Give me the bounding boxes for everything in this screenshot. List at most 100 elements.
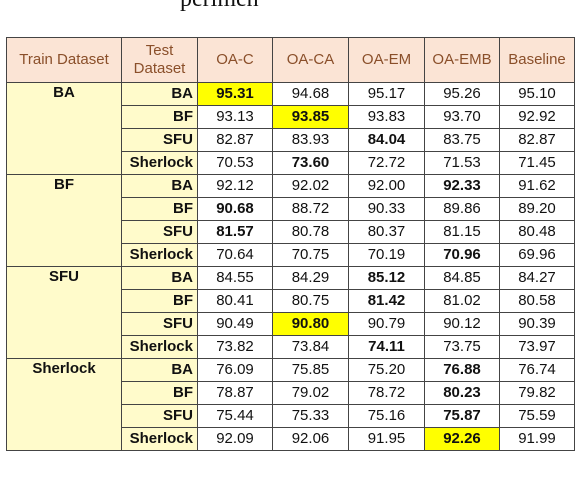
value-cell: 83.93: [272, 128, 349, 152]
value-cell: 93.70: [424, 105, 500, 129]
value-cell: 90.39: [499, 312, 575, 336]
value-cell: 71.45: [499, 151, 575, 175]
test-dataset-cell: BA: [121, 82, 198, 106]
value-cell: 92.09: [197, 427, 273, 451]
value-cell: 90.33: [348, 197, 425, 221]
value-cell: 93.85: [272, 105, 349, 129]
value-cell: 89.20: [499, 197, 575, 221]
results-table: Train Dataset Test Dataset OA-C OA-CA OA…: [6, 37, 575, 451]
test-dataset-cell: Sherlock: [121, 243, 198, 267]
caption-text: perimen: [180, 0, 259, 13]
header-train-dataset: Train Dataset: [6, 37, 122, 83]
value-cell: 84.85: [424, 266, 500, 290]
train-dataset-cell: BA: [6, 82, 122, 175]
value-cell: 81.15: [424, 220, 500, 244]
value-cell: 75.33: [272, 404, 349, 428]
value-cell: 93.13: [197, 105, 273, 129]
value-cell: 70.64: [197, 243, 273, 267]
value-cell: 90.79: [348, 312, 425, 336]
test-dataset-cell: BA: [121, 358, 198, 382]
value-cell: 80.48: [499, 220, 575, 244]
table-row: SFU 81.57 80.78 80.37 81.15 80.48: [7, 220, 575, 244]
header-oa-ca: OA-CA: [272, 37, 349, 83]
value-cell: 72.72: [348, 151, 425, 175]
value-cell: 76.74: [499, 358, 575, 382]
value-cell: 78.72: [348, 381, 425, 405]
train-dataset-cell: Sherlock: [6, 358, 122, 451]
table-row: BF 93.13 93.85 93.83 93.70 92.92: [7, 105, 575, 129]
value-cell: 80.37: [348, 220, 425, 244]
value-cell: 95.26: [424, 82, 500, 106]
value-cell: 92.92: [499, 105, 575, 129]
value-cell: 92.26: [424, 427, 500, 451]
header-oa-em: OA-EM: [348, 37, 425, 83]
header-test-dataset-text: Test Dataset: [133, 42, 186, 77]
value-cell: 75.16: [348, 404, 425, 428]
header-test-dataset: Test Dataset: [121, 37, 198, 83]
value-cell: 76.09: [197, 358, 273, 382]
value-cell: 82.87: [197, 128, 273, 152]
value-cell: 83.75: [424, 128, 500, 152]
value-cell: 80.23: [424, 381, 500, 405]
test-dataset-cell: SFU: [121, 404, 198, 428]
test-dataset-cell: Sherlock: [121, 427, 198, 451]
test-dataset-cell: BF: [121, 105, 198, 129]
table-row: Sherlock 92.09 92.06 91.95 92.26 91.99: [7, 427, 575, 451]
train-dataset-cell: SFU: [6, 266, 122, 359]
test-dataset-cell: BF: [121, 197, 198, 221]
value-cell: 70.19: [348, 243, 425, 267]
value-cell: 90.49: [197, 312, 273, 336]
value-cell: 95.31: [197, 82, 273, 106]
value-cell: 90.68: [197, 197, 273, 221]
value-cell: 85.12: [348, 266, 425, 290]
value-cell: 94.68: [272, 82, 349, 106]
test-dataset-cell: BA: [121, 174, 198, 198]
test-dataset-cell: BF: [121, 381, 198, 405]
table-row: SFU 75.44 75.33 75.16 75.87 75.59: [7, 404, 575, 428]
value-cell: 78.87: [197, 381, 273, 405]
table-row: Sherlock 70.64 70.75 70.19 70.96 69.96: [7, 243, 575, 267]
caption-fragment: perimen: [0, 0, 582, 30]
value-cell: 73.97: [499, 335, 575, 359]
value-cell: 76.88: [424, 358, 500, 382]
value-cell: 81.02: [424, 289, 500, 313]
value-cell: 92.12: [197, 174, 273, 198]
test-dataset-cell: Sherlock: [121, 335, 198, 359]
table-row: BF BA 92.12 92.02 92.00 92.33 91.62: [6, 174, 575, 267]
value-cell: 73.75: [424, 335, 500, 359]
value-cell: 92.00: [348, 174, 425, 198]
value-cell: 75.20: [348, 358, 425, 382]
test-dataset-cell: SFU: [121, 128, 198, 152]
table-row: SFU 82.87 83.93 84.04 83.75 82.87: [7, 128, 575, 152]
value-cell: 91.62: [499, 174, 575, 198]
header-oa-emb: OA-EMB: [424, 37, 500, 83]
value-cell: 80.41: [197, 289, 273, 313]
value-cell: 71.53: [424, 151, 500, 175]
table-row: Sherlock 73.82 73.84 74.11 73.75 73.97: [7, 335, 575, 359]
table-row: Sherlock 70.53 73.60 72.72 71.53 71.45: [7, 151, 575, 175]
value-cell: 80.58: [499, 289, 575, 313]
table-row: BA BA 95.31 94.68 95.17 95.26 95.10: [6, 82, 575, 175]
value-cell: 82.87: [499, 128, 575, 152]
header-row: Train Dataset Test Dataset OA-C OA-CA OA…: [6, 37, 575, 83]
test-dataset-cell: Sherlock: [121, 151, 198, 175]
value-cell: 84.29: [272, 266, 349, 290]
value-cell: 75.87: [424, 404, 500, 428]
value-cell: 81.42: [348, 289, 425, 313]
train-dataset-cell: BF: [6, 174, 122, 267]
value-cell: 69.96: [499, 243, 575, 267]
test-dataset-cell: SFU: [121, 220, 198, 244]
value-cell: 92.02: [272, 174, 349, 198]
value-cell: 92.06: [272, 427, 349, 451]
value-cell: 84.27: [499, 266, 575, 290]
value-cell: 92.33: [424, 174, 500, 198]
value-cell: 75.44: [197, 404, 273, 428]
table-row: SFU BA 84.55 84.29 85.12 84.85 84.27: [6, 266, 575, 359]
header-baseline: Baseline: [499, 37, 575, 83]
header-oa-c: OA-C: [197, 37, 273, 83]
value-cell: 89.86: [424, 197, 500, 221]
value-cell: 90.12: [424, 312, 500, 336]
value-cell: 90.80: [272, 312, 349, 336]
value-cell: 93.83: [348, 105, 425, 129]
value-cell: 70.75: [272, 243, 349, 267]
